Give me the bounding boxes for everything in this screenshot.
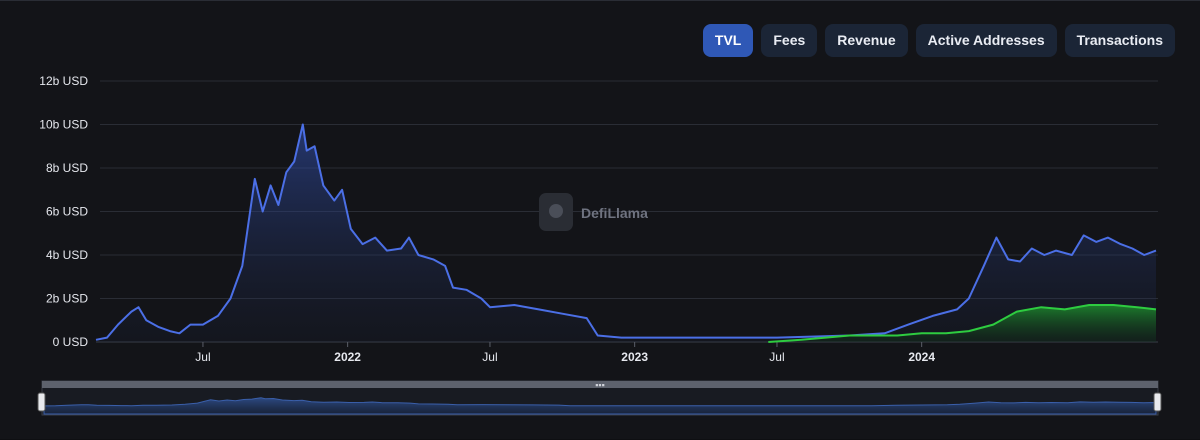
series-line-1 bbox=[768, 304, 1157, 343]
y-tick-label: 12b USD bbox=[39, 74, 88, 88]
x-tick-label: 2022 bbox=[334, 350, 361, 364]
range-slider-grip-icon[interactable]: ▪▪▪ bbox=[595, 380, 605, 390]
tab-tvl[interactable]: TVL bbox=[702, 24, 754, 57]
series-line-0 bbox=[95, 123, 1157, 341]
x-tick-label: Jul bbox=[769, 350, 784, 364]
range-slider-preview bbox=[43, 397, 1157, 415]
x-axis: Jul 2022 Jul 2023 Jul 2024 bbox=[96, 341, 1158, 364]
tab-fees[interactable]: Fees bbox=[761, 24, 818, 57]
defillama-logo-eye bbox=[549, 204, 563, 218]
y-axis: 0 USD 2b USD 4b USD 6b USD 8b USD 10b USD 12b … bbox=[39, 74, 88, 349]
metric-tabs: TVL Fees Revenue Active Addresses Transa… bbox=[702, 24, 1175, 57]
y-tick-label: 6b USD bbox=[46, 205, 88, 219]
y-tick-label: 2b USD bbox=[46, 292, 88, 306]
watermark-text: DefiLlama bbox=[581, 205, 648, 221]
tab-active-addresses[interactable]: Active Addresses bbox=[915, 24, 1057, 57]
y-tick-label: 0 USD bbox=[53, 335, 89, 349]
range-slider-right-handle[interactable] bbox=[1153, 392, 1162, 412]
series-area-1 bbox=[768, 305, 1156, 342]
y-tick-label: 10b USD bbox=[39, 118, 88, 132]
y-tick-label: 4b USD bbox=[46, 248, 88, 262]
x-tick-label: 2023 bbox=[621, 350, 648, 364]
range-slider-left-handle[interactable] bbox=[37, 392, 46, 412]
x-tick-label: Jul bbox=[195, 350, 210, 364]
range-slider[interactable]: ▪▪▪ bbox=[37, 380, 1162, 416]
x-tick-label: 2024 bbox=[908, 350, 935, 364]
watermark: DefiLlama bbox=[539, 193, 648, 231]
series-area-0 bbox=[96, 124, 1156, 342]
range-slider-top-bar[interactable] bbox=[42, 381, 1158, 388]
x-tick-label: Jul bbox=[482, 350, 497, 364]
tab-transactions[interactable]: Transactions bbox=[1064, 24, 1175, 57]
tab-revenue[interactable]: Revenue bbox=[825, 24, 908, 57]
series-layer bbox=[95, 123, 1157, 343]
y-tick-label: 8b USD bbox=[46, 161, 88, 175]
